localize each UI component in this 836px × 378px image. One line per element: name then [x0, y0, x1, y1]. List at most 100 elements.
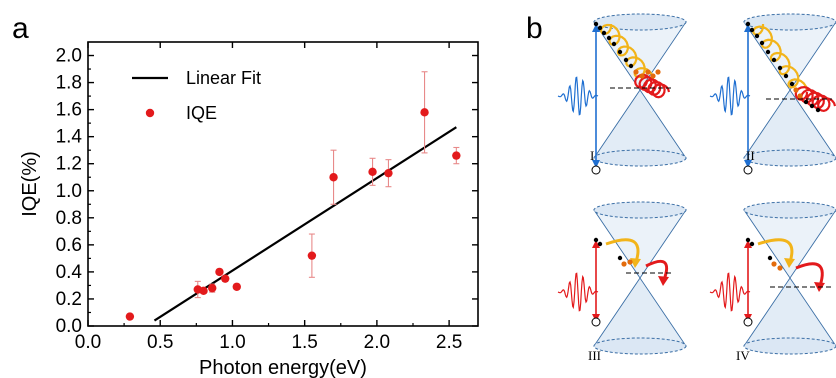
y-tick-label: 1.2: [56, 154, 82, 175]
panel-label-a: a: [12, 12, 29, 45]
x-tick-label: 1.5: [291, 332, 317, 353]
lower-cone: [593, 277, 687, 347]
iqe-point: [307, 251, 317, 260]
electron-dot: [621, 261, 627, 267]
electron-dot: [593, 21, 599, 27]
electron-dot: [617, 49, 623, 55]
electron-dot: [628, 63, 634, 69]
legend-point-swatch: [145, 108, 155, 118]
cone-II: [743, 13, 836, 167]
hole-marker: [591, 165, 601, 175]
arrow-head-down: [592, 160, 600, 168]
electron-dot: [793, 87, 799, 93]
upper-cone-rim: [743, 13, 836, 31]
electron-dot: [627, 259, 633, 265]
phonon-arrow-III: [645, 259, 669, 281]
x-tick-label: 0.0: [75, 332, 101, 353]
electron-dot: [754, 33, 760, 39]
electrons-I: [593, 21, 661, 79]
electron-dot: [639, 73, 645, 79]
electron-dot: [789, 81, 795, 87]
iqe-point: [368, 167, 377, 177]
electron-dot: [655, 69, 661, 75]
electron-dot: [601, 30, 607, 36]
electron-dot: [767, 255, 773, 261]
plot-frame: [87, 41, 479, 327]
blue-pulse-I: [557, 76, 599, 116]
y-tick-label: 0.0: [56, 316, 82, 337]
electrons-IV: [745, 237, 783, 271]
iqe-chart: 0.0 0.5 1.0 1.5 2.0 2.5 0.0 0.2 0.4 0.6 0.8 1.0 1.2 1…: [19, 41, 479, 378]
electron-dot: [803, 99, 809, 105]
iqe-point: [232, 282, 241, 291]
y-tick-label: 0.2: [56, 289, 82, 310]
legend-label-fit: Linear Fit: [186, 68, 261, 88]
red-pulse-III: [557, 272, 599, 312]
electron-dot: [771, 57, 777, 63]
blue-pulse-II: [709, 76, 751, 116]
lower-cone: [593, 89, 687, 159]
electron-dot: [765, 49, 771, 55]
electron-dot: [783, 73, 789, 79]
hole-marker: [591, 317, 601, 327]
panel-label-b: b: [526, 12, 543, 45]
arrow-head-up: [592, 240, 600, 248]
electron-dot: [745, 21, 751, 27]
y-tick-label: 1.6: [56, 100, 82, 121]
legend-label-iqe: IQE: [186, 103, 217, 123]
electron-dot: [745, 237, 751, 243]
electron-dot: [815, 107, 821, 113]
y-tick-label: 1.8: [56, 73, 82, 94]
arrow-head-down: [744, 160, 752, 168]
excitation-arrow-II: [744, 24, 752, 168]
iqe-point: [215, 267, 224, 277]
cooling-arrow-III-head: [630, 258, 641, 268]
excitation-arrow-IV: [744, 240, 752, 322]
cooling-arrow-III: [605, 238, 640, 263]
electron-dot: [617, 255, 623, 261]
lower-cone-rim: [743, 337, 836, 355]
cone-III: [593, 201, 687, 355]
lower-cone-rim: [743, 149, 836, 167]
cone-I: [593, 13, 687, 167]
iqe-point: [125, 312, 135, 321]
excitation-arrow-I: [592, 24, 600, 168]
x-tick-label: 2.5: [436, 332, 462, 353]
arrow-head-up: [744, 240, 752, 248]
y-tick-label: 2.0: [56, 46, 82, 67]
upper-cone-rim: [593, 201, 687, 219]
panel-label-3: III: [588, 348, 601, 363]
electron-dot: [650, 73, 656, 79]
y-tick-label: 0.8: [56, 208, 82, 229]
x-tick-label: 1.0: [219, 332, 245, 353]
iqe-point: [420, 108, 429, 117]
iqe-point: [199, 286, 208, 296]
electron-dot: [759, 40, 765, 46]
x-tick-label: 2.0: [364, 332, 390, 353]
lower-cone-rim: [593, 149, 687, 167]
electron-dot: [633, 69, 639, 75]
panel-label-4: IV: [736, 348, 750, 363]
electron-dot: [597, 241, 603, 247]
iqe-point: [384, 168, 393, 178]
y-tick-label: 1.0: [56, 181, 82, 202]
electron-dot: [777, 65, 783, 71]
upper-cone: [743, 21, 836, 91]
upper-cone-rim: [593, 13, 687, 31]
electrons-II: [745, 21, 821, 113]
electron-dot: [645, 69, 651, 75]
electron-dot: [597, 25, 603, 31]
cooling-arrow-IV-head: [784, 258, 795, 268]
electron-dot: [777, 265, 783, 271]
lower-cone-rim: [593, 337, 687, 355]
cooling-arrow-IV: [757, 238, 794, 263]
electron-dot: [623, 57, 629, 63]
red-pulse-IV: [709, 272, 751, 312]
electron-dot: [771, 261, 777, 267]
hole-marker: [743, 317, 753, 327]
hole-marker: [743, 165, 753, 175]
electron-dot: [606, 35, 612, 41]
excitation-arrow-III: [592, 240, 600, 322]
electron-dot: [593, 237, 599, 243]
y-axis-title: IQE(%): [19, 151, 41, 217]
